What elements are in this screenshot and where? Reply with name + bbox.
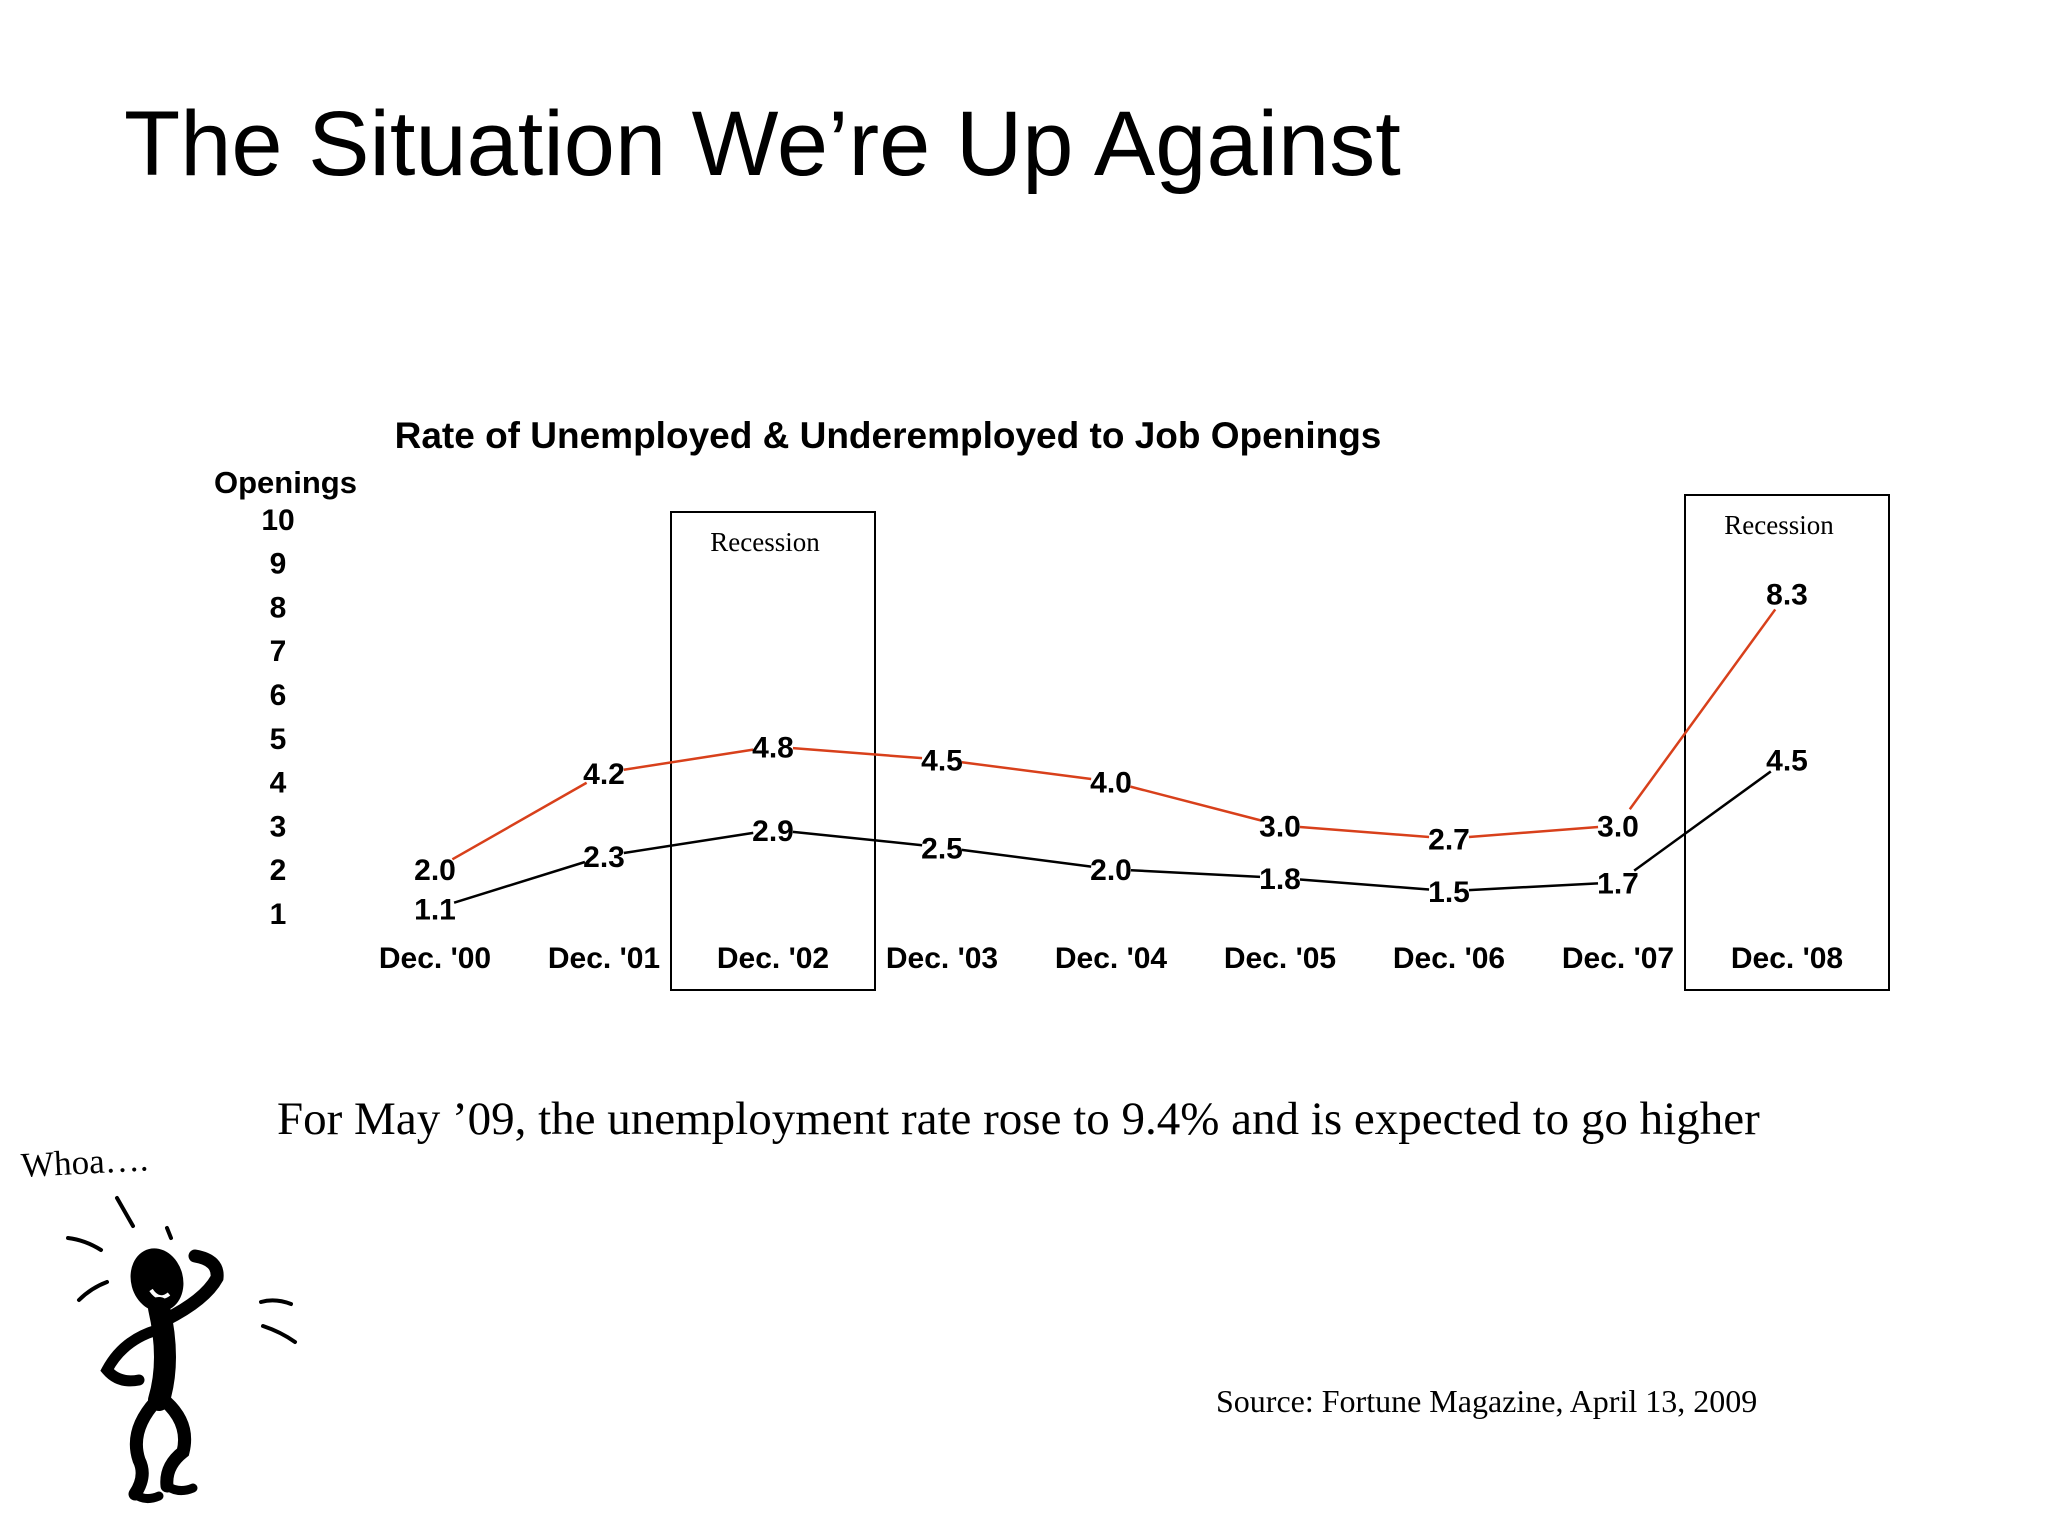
data-label: 4.5 [1766, 745, 1808, 778]
series-line-segment [1299, 825, 1430, 839]
y-axis-ticks: 1 2 3 4 5 6 7 8 9 10 [261, 504, 294, 931]
data-label: 4.5 [921, 745, 963, 778]
x-tick-label: Dec. '03 [886, 942, 998, 975]
series-line-segment [792, 830, 923, 847]
data-label: 4.0 [1090, 767, 1132, 800]
data-label: 1.5 [1428, 876, 1470, 909]
data-label: 2.0 [414, 854, 456, 887]
stick-figure-illustration [66, 1196, 297, 1504]
data-label: 2.9 [752, 815, 794, 848]
series-line-segment [451, 781, 588, 861]
series-line-segment [792, 746, 923, 760]
series-line-segment [1628, 608, 1777, 810]
y-tick-label: 2 [270, 854, 287, 887]
x-tick-label: Dec. '02 [717, 942, 829, 975]
series-line-segment [1468, 825, 1599, 839]
recession-boxes: Recession Recession [670, 494, 1890, 991]
data-label: 3.0 [1259, 810, 1301, 843]
series-line-segment [623, 831, 754, 855]
series-line-segment [1130, 868, 1261, 879]
y-tick-label: 8 [270, 591, 287, 624]
y-axis-label: Openings [214, 465, 357, 500]
series-line-segment [453, 860, 586, 904]
x-tick-label: Dec. '06 [1393, 942, 1505, 975]
y-tick-label: 10 [261, 504, 294, 537]
data-label: 8.3 [1766, 578, 1808, 611]
x-tick-label: Dec. '01 [548, 942, 660, 975]
data-label: 1.1 [414, 894, 456, 927]
series-line-segment [1633, 770, 1772, 872]
data-label: 4.2 [583, 758, 625, 791]
slide-title: The Situation We’re Up Against [124, 93, 1401, 195]
data-label: 2.3 [583, 841, 625, 874]
data-labels: 2.0 4.2 4.8 4.5 4.0 3.0 2.7 3.0 8.3 1.1 2.3 2.9 2.5 2… [414, 578, 1808, 926]
whoa-caption: Whoa…. [20, 1139, 150, 1185]
chart-title: Rate of Unemployed & Underemployed to Jo… [395, 415, 1382, 456]
data-label: 1.7 [1597, 867, 1639, 900]
x-tick-label: Dec. '08 [1731, 942, 1843, 975]
data-label: 3.0 [1597, 810, 1639, 843]
recession-box [670, 511, 876, 991]
data-label: 2.5 [921, 832, 963, 865]
series-line-segment [961, 848, 1092, 868]
y-tick-label: 1 [270, 898, 287, 931]
x-tick-label: Dec. '04 [1055, 942, 1168, 975]
unemployment-statement: For May ’09, the unemployment rate rose … [277, 1093, 1760, 1145]
y-tick-label: 7 [270, 635, 287, 668]
series-lines [451, 608, 1777, 904]
recession-label: Recession [1724, 510, 1834, 540]
series-line-segment [1468, 882, 1599, 892]
data-label: 1.8 [1259, 863, 1301, 896]
x-tick-label: Dec. '07 [1562, 942, 1674, 975]
x-tick-label: Dec. '00 [379, 942, 491, 975]
data-label: 2.7 [1428, 824, 1470, 857]
x-tick-label: Dec. '05 [1224, 942, 1336, 975]
data-label: 2.0 [1090, 854, 1132, 887]
y-tick-label: 6 [270, 679, 287, 712]
series-line-segment [961, 761, 1092, 781]
y-tick-label: 3 [270, 810, 287, 843]
x-axis-ticks: Dec. '00 Dec. '01 Dec. '02 Dec. '03 Dec. '04… [379, 942, 1843, 975]
y-tick-label: 4 [270, 767, 287, 800]
y-tick-label: 9 [270, 548, 287, 581]
series-line-segment [623, 748, 754, 772]
source-citation: Source: Fortune Magazine, April 13, 2009 [1216, 1383, 1758, 1419]
recession-label: Recession [710, 527, 820, 557]
series-line-segment [1130, 785, 1261, 822]
y-tick-label: 5 [270, 723, 287, 756]
series-line-segment [1299, 878, 1430, 891]
data-label: 4.8 [752, 732, 794, 765]
recession-box [1684, 494, 1890, 991]
